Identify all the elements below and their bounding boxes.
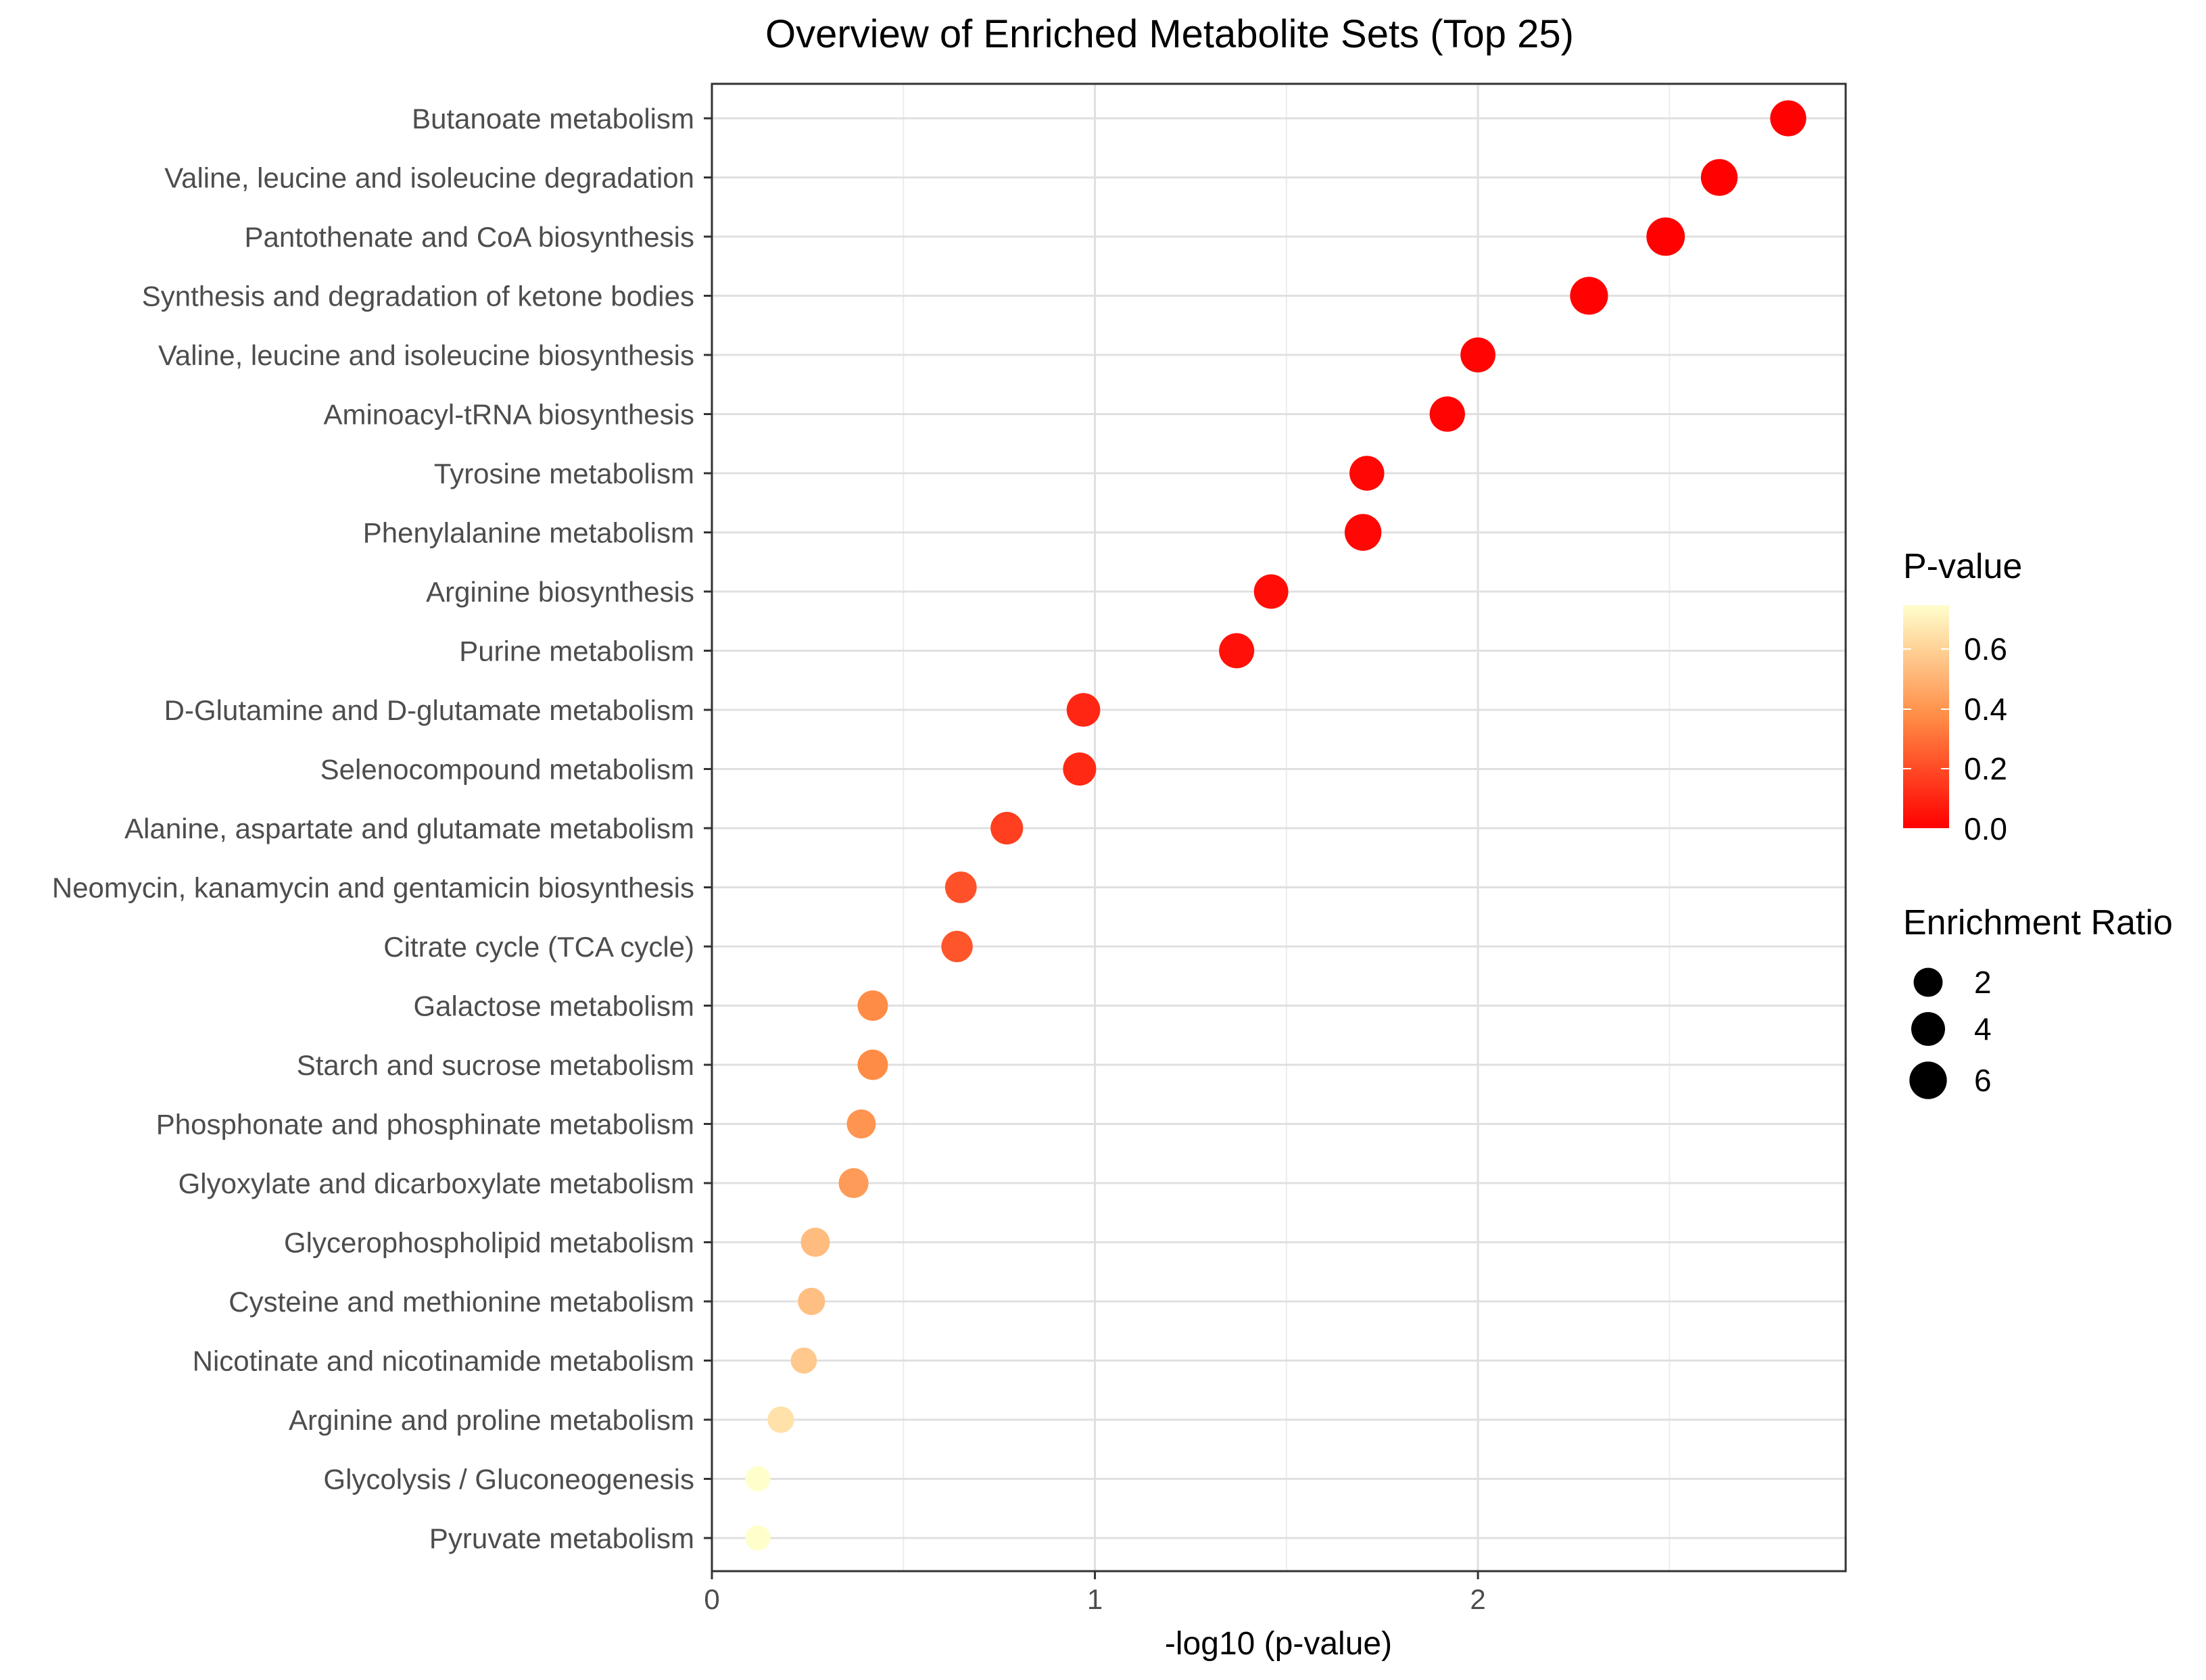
y-tick-label: Neomycin, kanamycin and gentamicin biosy… — [52, 872, 694, 904]
y-tick-label: Butanoate metabolism — [412, 103, 694, 135]
y-tick-label: Valine, leucine and isoleucine degradati… — [164, 162, 694, 194]
y-tick-label: Valine, leucine and isoleucine biosynthe… — [158, 339, 694, 371]
color-legend-label: 0.4 — [1964, 692, 2007, 727]
y-tick-label: Starch and sucrose metabolism — [297, 1049, 694, 1081]
x-axis: 0 1 2 — [704, 1571, 1486, 1615]
color-legend-title: P-value — [1903, 547, 2022, 586]
y-tick-label: Galactose metabolism — [413, 990, 694, 1022]
y-tick-label: Glycolysis / Gluconeogenesis — [323, 1464, 694, 1495]
data-point — [798, 1287, 825, 1316]
size-legend-title: Enrichment Ratio — [1903, 903, 2173, 942]
size-legend-label: 4 — [1974, 1011, 1992, 1047]
y-tick-label: Pyruvate metabolism — [429, 1522, 694, 1554]
y-tick-label: Glycerophospholipid metabolism — [284, 1227, 694, 1259]
size-legend-dot — [1913, 967, 1943, 997]
y-axis-labels: Butanoate metabolism Valine, leucine and … — [52, 103, 712, 1554]
y-tick-label: Pantothenate and CoA biosynthesis — [245, 221, 694, 253]
data-point — [790, 1347, 817, 1374]
data-point — [990, 811, 1024, 845]
data-point — [1429, 396, 1465, 432]
y-tick-label: Selenocompound metabolism — [320, 754, 694, 786]
y-tick-label: Cysteine and methionine metabolism — [229, 1286, 694, 1318]
size-legend-dot — [1911, 1012, 1945, 1046]
size-legend-dot — [1909, 1061, 1947, 1099]
data-point — [1253, 574, 1289, 609]
y-tick-label: Nicotinate and nicotinamide metabolism — [193, 1345, 694, 1377]
x-tick-label: 1 — [1087, 1583, 1103, 1615]
y-tick-label: Purine metabolism — [459, 635, 694, 667]
size-legend-label: 2 — [1974, 965, 1992, 1000]
y-tick-label: Phenylalanine metabolism — [363, 517, 694, 549]
y-tick-label: Citrate cycle (TCA cycle) — [383, 931, 694, 963]
y-tick-label: Arginine biosynthesis — [426, 576, 694, 608]
data-point — [1770, 100, 1806, 137]
data-point — [1219, 633, 1255, 669]
y-tick-label: Phosphonate and phosphinate metabolism — [156, 1109, 694, 1141]
data-point — [1066, 693, 1101, 727]
data-point — [1646, 217, 1685, 256]
data-point — [1344, 514, 1382, 551]
data-point — [767, 1406, 794, 1433]
data-point — [846, 1109, 876, 1138]
legends: P-value Enrichment Ratio 0.6 0.4 0.2 0.0 2 4 6 — [1903, 547, 2173, 1099]
data-points — [745, 100, 1806, 1551]
data-point — [857, 990, 888, 1021]
data-point — [1570, 277, 1608, 315]
size-legend-label: 6 — [1974, 1063, 1992, 1098]
data-point — [745, 1466, 771, 1492]
data-point — [1460, 337, 1495, 373]
color-legend-label: 0.6 — [1964, 631, 2007, 667]
color-legend-label: 0.2 — [1964, 751, 2007, 786]
y-tick-label: Alanine, aspartate and glutamate metabol… — [124, 813, 694, 844]
data-point — [800, 1228, 830, 1257]
y-tick-label: Arginine and proline metabolism — [289, 1404, 694, 1436]
color-legend-bar — [1903, 605, 1949, 828]
chart-title: Overview of Enriched Metabolite Sets (To… — [765, 12, 1574, 56]
data-point — [941, 930, 973, 963]
data-point — [944, 871, 977, 903]
y-tick-label: Synthesis and degradation of ketone bodi… — [142, 281, 694, 312]
data-point — [745, 1525, 771, 1551]
data-point — [1700, 159, 1738, 196]
y-tick-label: Glyoxylate and dicarboxylate metabolism — [178, 1168, 694, 1199]
data-point — [838, 1168, 869, 1199]
x-tick-label: 0 — [704, 1583, 719, 1615]
data-point — [857, 1049, 888, 1080]
data-point — [1063, 752, 1097, 786]
y-tick-label: Tyrosine metabolism — [434, 458, 694, 489]
data-point — [1349, 456, 1385, 491]
x-tick-label: 2 — [1470, 1583, 1485, 1615]
color-legend-label: 0.0 — [1964, 811, 2007, 846]
x-axis-title: -log10 (p-value) — [1165, 1626, 1392, 1662]
y-tick-label: Aminoacyl-tRNA biosynthesis — [323, 399, 694, 431]
y-tick-label: D-Glutamine and D-glutamate metabolism — [164, 694, 694, 726]
